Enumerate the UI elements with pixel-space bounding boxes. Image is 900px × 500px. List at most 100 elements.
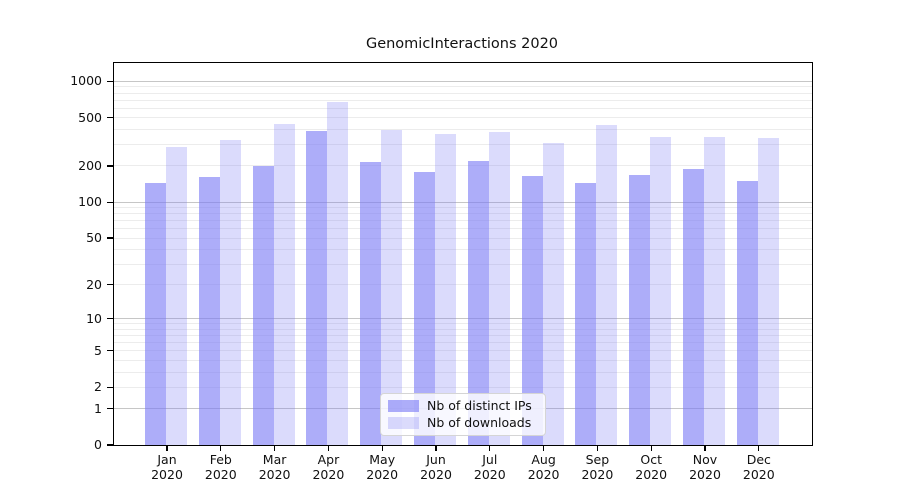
bar-downloads (435, 133, 456, 445)
x-tick-year: 2020 (473, 466, 506, 482)
bar-distinct-ips (306, 130, 328, 445)
y-tick-label: 2 (94, 379, 102, 395)
x-tick-year: 2020 (258, 466, 291, 482)
x-tick-month: Jul (482, 452, 498, 467)
x-tick-label: Jun 2020 (406, 452, 466, 482)
chart-title: GenomicInteractions 2020 (365, 36, 559, 52)
x-tick-month: Oct (640, 452, 662, 467)
x-tick-label: Jul 2020 (460, 452, 520, 482)
x-tick-mark (327, 445, 329, 451)
x-tick-month: Dec (746, 452, 771, 467)
x-tick-mark (596, 445, 598, 451)
x-tick-label: Dec 2020 (729, 452, 789, 482)
legend-item-downloads: Nb of downloads (388, 416, 537, 430)
y-tick-label: 200 (78, 157, 102, 173)
gridline-minor (114, 249, 812, 251)
bars-layer (114, 63, 812, 445)
x-tick-year: 2020 (204, 466, 237, 482)
bar-distinct-ips (575, 183, 597, 445)
legend-label-distinct-ips: Nb of distinct IPs (427, 398, 532, 413)
y-tick-label: 5 (94, 342, 102, 358)
y-tick-mark (106, 237, 113, 239)
gridline-minor (114, 99, 812, 101)
x-tick-mark (166, 445, 168, 451)
bar-distinct-ips (629, 175, 651, 445)
x-tick-month: Sep (585, 452, 610, 467)
y-tick-label: 10 (86, 310, 102, 326)
x-tick-label: May 2020 (352, 452, 412, 482)
gridline-minor (114, 107, 812, 109)
x-tick-month: Nov (692, 452, 718, 467)
x-tick-mark (543, 445, 545, 451)
bar-distinct-ips (467, 160, 489, 445)
y-tick-label: 1 (94, 400, 102, 416)
y-tick-mark (106, 201, 113, 203)
gridline-minor (114, 328, 812, 330)
bar-distinct-ips (736, 180, 758, 445)
gridline-minor (114, 284, 812, 286)
x-tick-label: Apr 2020 (298, 452, 358, 482)
x-tick-year: 2020 (366, 466, 399, 482)
y-tick-mark (106, 386, 113, 388)
x-tick-mark (650, 445, 652, 451)
legend: Nb of distinct IPs Nb of downloads (380, 393, 546, 436)
bar-downloads (704, 137, 725, 445)
gridline-minor (114, 117, 812, 119)
bar-distinct-ips (683, 169, 704, 445)
x-tick-label: Jan 2020 (137, 452, 197, 482)
x-tick-year: 2020 (312, 466, 345, 482)
x-tick-mark (220, 445, 222, 451)
y-tick-mark (106, 284, 113, 286)
y-tick-label: 0 (94, 437, 102, 452)
bar-downloads (757, 137, 779, 445)
bar-downloads (542, 142, 564, 445)
gridline-minor (114, 263, 812, 265)
x-tick-month: Jun (426, 452, 446, 467)
x-tick-month: Feb (209, 452, 232, 467)
bar-downloads (650, 136, 672, 445)
gridline-minor (114, 335, 812, 337)
gridline-minor (114, 323, 812, 325)
gridline-minor (114, 359, 812, 361)
bar-distinct-ips (521, 175, 543, 445)
y-tick-label: 1000 (70, 73, 102, 89)
legend-swatch-downloads (388, 417, 419, 429)
bar-downloads (273, 124, 295, 445)
gridline-minor (114, 237, 812, 239)
y-tick-mark (106, 165, 113, 167)
x-tick-label: Mar 2020 (245, 452, 305, 482)
bar-distinct-ips (145, 183, 166, 445)
y-tick-label: 500 (78, 109, 102, 125)
legend-item-distinct-ips: Nb of distinct IPs (388, 399, 537, 413)
bar-distinct-ips (198, 176, 220, 445)
x-tick-year: 2020 (581, 466, 614, 482)
x-tick-label: Aug 2020 (514, 452, 574, 482)
x-tick-month: Jan (157, 452, 177, 467)
gridline-major (114, 80, 812, 82)
x-tick-year: 2020 (742, 466, 775, 482)
gridline-minor (114, 342, 812, 344)
x-tick-year: 2020 (527, 466, 560, 482)
x-tick-month: Mar (262, 452, 287, 467)
grid-layer (114, 63, 812, 445)
x-tick-year: 2020 (420, 466, 452, 482)
x-tick-mark (435, 445, 437, 451)
y-tick-label: 50 (86, 230, 102, 246)
x-tick-year: 2020 (151, 466, 183, 482)
x-tick-label: Nov 2020 (675, 452, 735, 482)
gridline-minor (114, 129, 812, 131)
bar-downloads (381, 130, 403, 445)
bar-downloads (488, 132, 510, 445)
bar-distinct-ips (252, 165, 274, 445)
y-tick-label: 20 (86, 276, 102, 292)
y-tick-label: 100 (78, 194, 102, 210)
bar-distinct-ips (360, 161, 382, 445)
gridline-minor (114, 220, 812, 222)
x-tick-mark (381, 445, 383, 451)
legend-label-downloads: Nb of downloads (427, 415, 532, 430)
bar-downloads (327, 101, 349, 445)
gridline-minor (114, 207, 812, 209)
y-tick-mark (106, 318, 113, 320)
plot-area: 1000 500 200 100 50 20 10 5 2 1 0 Jan 2020 Feb 2020 Mar… (70, 62, 813, 481)
y-tick-mark (106, 350, 113, 352)
